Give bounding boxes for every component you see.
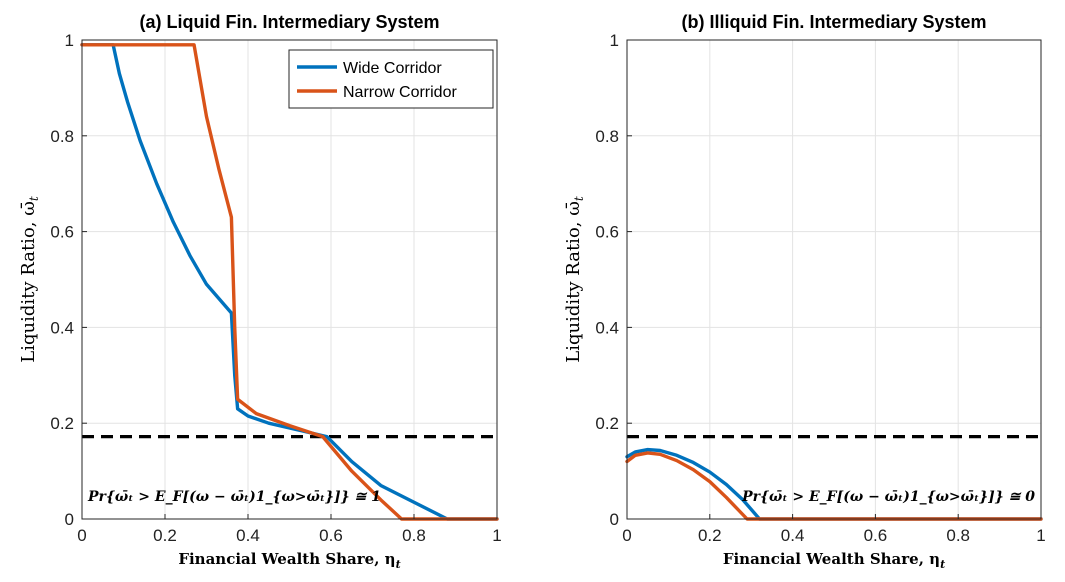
x-axis-label-main: Financial Wealth Share, η bbox=[178, 550, 395, 568]
panel-liquid: 0 0.2 0.4 0.6 0.8 1 0 0.2 0.4 0.6 0.8 1 (a) Liquid F… bbox=[18, 12, 502, 571]
x-tick-label: 0 bbox=[77, 526, 86, 545]
y-axis-label-main: Liquidity Ratio, ω̄ bbox=[18, 201, 39, 363]
y-tick-label: 1 bbox=[65, 31, 74, 50]
y-tick-label: 1 bbox=[610, 31, 619, 50]
legend-label: Narrow Corridor bbox=[343, 84, 457, 101]
x-tick-label: 0.2 bbox=[698, 526, 722, 545]
x-tick-label: 0.2 bbox=[153, 526, 177, 545]
y-axis-label-sub: t bbox=[572, 196, 586, 201]
y-tick-label: 0.8 bbox=[595, 127, 619, 146]
x-axis-label: Financial Wealth Share, ηt bbox=[178, 550, 400, 571]
x-tick-label: 0.8 bbox=[402, 526, 426, 545]
chart-title: (a) Liquid Fin. Intermediary System bbox=[139, 12, 439, 32]
chart-title: (b) Illiquid Fin. Intermediary System bbox=[681, 12, 986, 32]
x-tick-label: 0.8 bbox=[946, 526, 970, 545]
series-line-narrow-corridor bbox=[80, 43, 499, 521]
x-tick-label: 0.6 bbox=[864, 526, 888, 545]
plot-area bbox=[627, 40, 1041, 519]
y-tick-label: 0 bbox=[65, 510, 74, 529]
y-axis-label: Liquidity Ratio, ω̄t bbox=[18, 196, 41, 363]
y-tick-label: 0.4 bbox=[50, 318, 74, 337]
x-tick-label: 0.4 bbox=[781, 526, 805, 545]
y-axis-label: Liquidity Ratio, ω̄t bbox=[563, 196, 586, 363]
legend: Wide Corridor Narrow Corridor bbox=[288, 49, 494, 109]
y-axis-label-main: Liquidity Ratio, ω̄ bbox=[563, 201, 584, 363]
y-tick-label: 0.6 bbox=[50, 223, 74, 242]
plot-area bbox=[82, 40, 497, 519]
x-axis-label-sub: t bbox=[940, 558, 945, 571]
y-tick-label: 0 bbox=[610, 510, 619, 529]
x-tick-label: 0.6 bbox=[319, 526, 343, 545]
x-axis-label: Financial Wealth Share, ηt bbox=[723, 550, 945, 571]
legend-box bbox=[288, 49, 494, 109]
series-line-narrow-corridor bbox=[625, 451, 1043, 521]
series-line-wide-corridor bbox=[80, 43, 499, 521]
probability-annotation: Pr{ω̄ₜ > E_F[(ω − ω̄ₜ)1_{ω>ω̄ₜ}]} ≅ 1 bbox=[87, 489, 381, 505]
axes-frame bbox=[81, 39, 498, 520]
probability-annotation: Pr{ω̄ₜ > E_F[(ω − ω̄ₜ)1_{ω>ω̄ₜ}]} ≅ 0 bbox=[741, 489, 1035, 505]
x-tick-label: 1 bbox=[492, 526, 501, 545]
x-axis-label-sub: t bbox=[396, 558, 401, 571]
y-tick-label: 0.2 bbox=[595, 414, 619, 433]
x-axis-label-main: Financial Wealth Share, η bbox=[723, 550, 940, 568]
y-tick-label: 0.6 bbox=[595, 223, 619, 242]
x-tick-label: 0.4 bbox=[236, 526, 260, 545]
y-tick-label: 0.4 bbox=[595, 318, 619, 337]
series-line-wide-corridor bbox=[625, 447, 1043, 521]
x-tick-label: 0 bbox=[622, 526, 631, 545]
panel-illiquid: 0 0.2 0.4 0.6 0.8 1 0 0.2 0.4 0.6 0.8 1 (b) Illiquid… bbox=[563, 12, 1046, 571]
y-tick-label: 0.8 bbox=[50, 127, 74, 146]
legend-label: Wide Corridor bbox=[343, 60, 442, 77]
axes-frame bbox=[626, 39, 1042, 520]
x-tick-label: 1 bbox=[1036, 526, 1045, 545]
y-axis-label-sub: t bbox=[27, 196, 41, 201]
y-tick-label: 0.2 bbox=[50, 414, 74, 433]
